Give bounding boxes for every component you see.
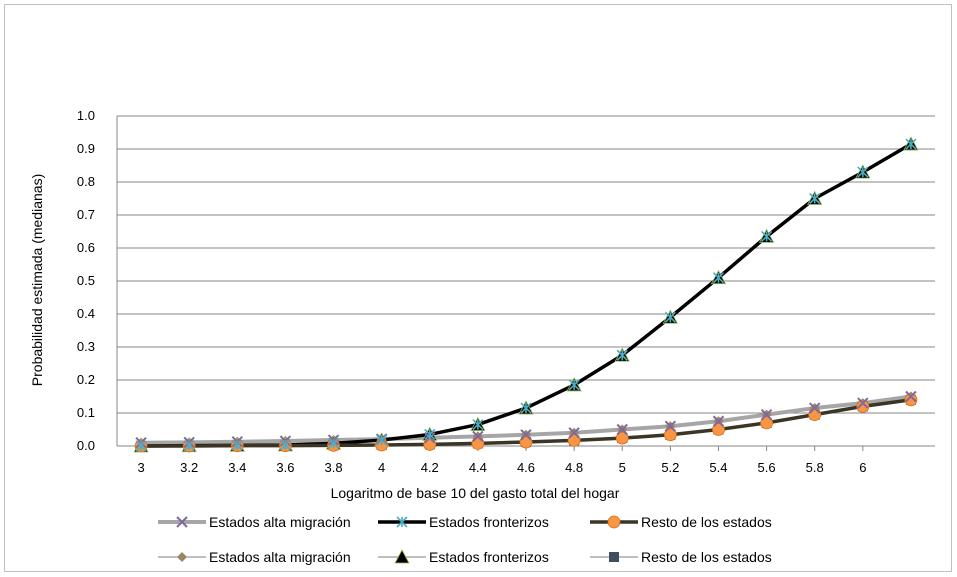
data-point-s0 <box>808 402 821 414</box>
legend-label: Estados alta migración <box>209 549 351 565</box>
x-tick-label: 5.6 <box>758 460 776 475</box>
y-tick-label: 0.6 <box>77 240 95 255</box>
data-point-s1 <box>424 428 436 441</box>
y-tick-label: 0.1 <box>77 405 95 420</box>
data-point-s1 <box>376 434 388 446</box>
data-point-s2 <box>712 423 725 436</box>
data-point-s1 <box>472 418 484 431</box>
x-tick-label: 4.4 <box>469 460 487 475</box>
data-point-s0 <box>857 397 869 409</box>
data-point-s0 <box>760 408 773 421</box>
legend-item: Estados alta migración <box>158 514 351 530</box>
x-tick-label: 3.4 <box>228 460 246 475</box>
legend-label: Estados fronterizos <box>429 549 549 565</box>
data-point-s1 <box>135 440 147 452</box>
legend-item: Resto de los estados <box>590 549 772 565</box>
data-point-s0 <box>712 415 725 427</box>
x-tick-label: 4.8 <box>565 460 583 475</box>
legend-label: Resto de los estados <box>641 514 772 530</box>
y-tick-label: 0.5 <box>77 273 95 288</box>
data-point-s0 <box>472 430 484 443</box>
data-point-s1 <box>664 311 676 323</box>
data-point-s0 <box>568 427 580 439</box>
x-tick-label: 3.8 <box>324 460 342 475</box>
x-tick-label: 5.8 <box>806 460 824 475</box>
legend-label: Estados fronterizos <box>429 514 549 530</box>
data-point-s1 <box>279 439 291 451</box>
data-point-s2 <box>471 436 485 450</box>
legend-marker <box>394 549 410 564</box>
data-point-s0 <box>616 423 628 436</box>
y-tick-label: 0.9 <box>77 141 95 156</box>
data-point-s2 <box>856 399 870 413</box>
data-point-s1 <box>568 379 580 391</box>
y-axis-label: Probabilidad estimada (medianas) <box>29 174 45 386</box>
y-tick-label: 0.4 <box>77 306 95 321</box>
legend-marker <box>607 515 621 529</box>
data-point-s1 <box>809 192 821 205</box>
x-tick-label: 5.4 <box>709 460 727 475</box>
data-point-s1 <box>183 440 195 452</box>
data-point-s1 <box>857 166 869 178</box>
y-tick-label: 0.3 <box>77 339 95 354</box>
x-tick-label: 3 <box>137 460 144 475</box>
legend-marker <box>609 552 619 562</box>
y-tick-labels: 0.0 0.1 0.2 0.3 0.4 0.5 0.6 0.7 0.8 0.9 1.0 <box>77 108 95 453</box>
data-point-s1 <box>231 439 243 451</box>
data-point-s1 <box>520 402 532 414</box>
data-point-s2 <box>904 393 918 407</box>
legend-marker <box>176 516 188 528</box>
data-point-s0 <box>905 390 917 403</box>
legend-marker <box>177 552 187 562</box>
series-markers <box>133 136 919 453</box>
x-tick-label: 5 <box>619 460 626 475</box>
legend-marker <box>396 516 408 528</box>
data-point-s1 <box>761 230 773 243</box>
data-point-s2 <box>615 431 629 445</box>
data-point-s2 <box>808 408 822 422</box>
x-axis-label: Logaritmo de base 10 del gasto total del… <box>331 485 620 501</box>
data-point-s2 <box>760 416 773 430</box>
data-point-s2 <box>423 437 437 451</box>
data-point-s1 <box>616 349 628 361</box>
x-tick-label: 3.6 <box>276 460 294 475</box>
data-point-s1 <box>327 437 340 449</box>
x-tick-label: 6 <box>859 460 866 475</box>
legend-item: Estados alta migración <box>158 549 351 565</box>
chart-frame <box>4 4 952 572</box>
legend: Estados alta migración Estados fronterizo… <box>158 514 772 565</box>
x-tick-label: 5.2 <box>661 460 679 475</box>
data-point-s2 <box>663 428 677 442</box>
x-tick-labels: 3 3.2 3.4 3.6 3.8 4 4.2 4.4 4.6 4.8 5 5.2 5.4 5.6 5.8 6 <box>137 446 866 475</box>
legend-item: Estados fronterizos <box>378 549 549 565</box>
y-tick-label: 0.0 <box>77 438 95 453</box>
data-point-s1 <box>712 272 725 284</box>
legend-label: Resto de los estados <box>641 549 772 565</box>
legend-item: Resto de los estados <box>590 514 772 530</box>
data-point-s1 <box>905 138 917 150</box>
data-point-s2 <box>567 433 581 447</box>
y-tick-label: 0.2 <box>77 372 95 387</box>
y-tick-label: 0.7 <box>77 207 95 222</box>
legend-item: Estados fronterizos <box>378 514 549 530</box>
gridlines <box>116 115 935 447</box>
x-tick-label: 4.2 <box>421 460 439 475</box>
y-tick-label: 0.8 <box>77 174 95 189</box>
x-tick-label: 4 <box>378 460 385 475</box>
y-tick-label: 1.0 <box>77 108 95 123</box>
x-tick-label: 3.2 <box>180 460 198 475</box>
legend-label: Estados alta migración <box>209 514 351 530</box>
data-point-s0 <box>664 420 677 432</box>
data-point-s0 <box>520 429 532 441</box>
x-tick-label: 4.6 <box>517 460 535 475</box>
